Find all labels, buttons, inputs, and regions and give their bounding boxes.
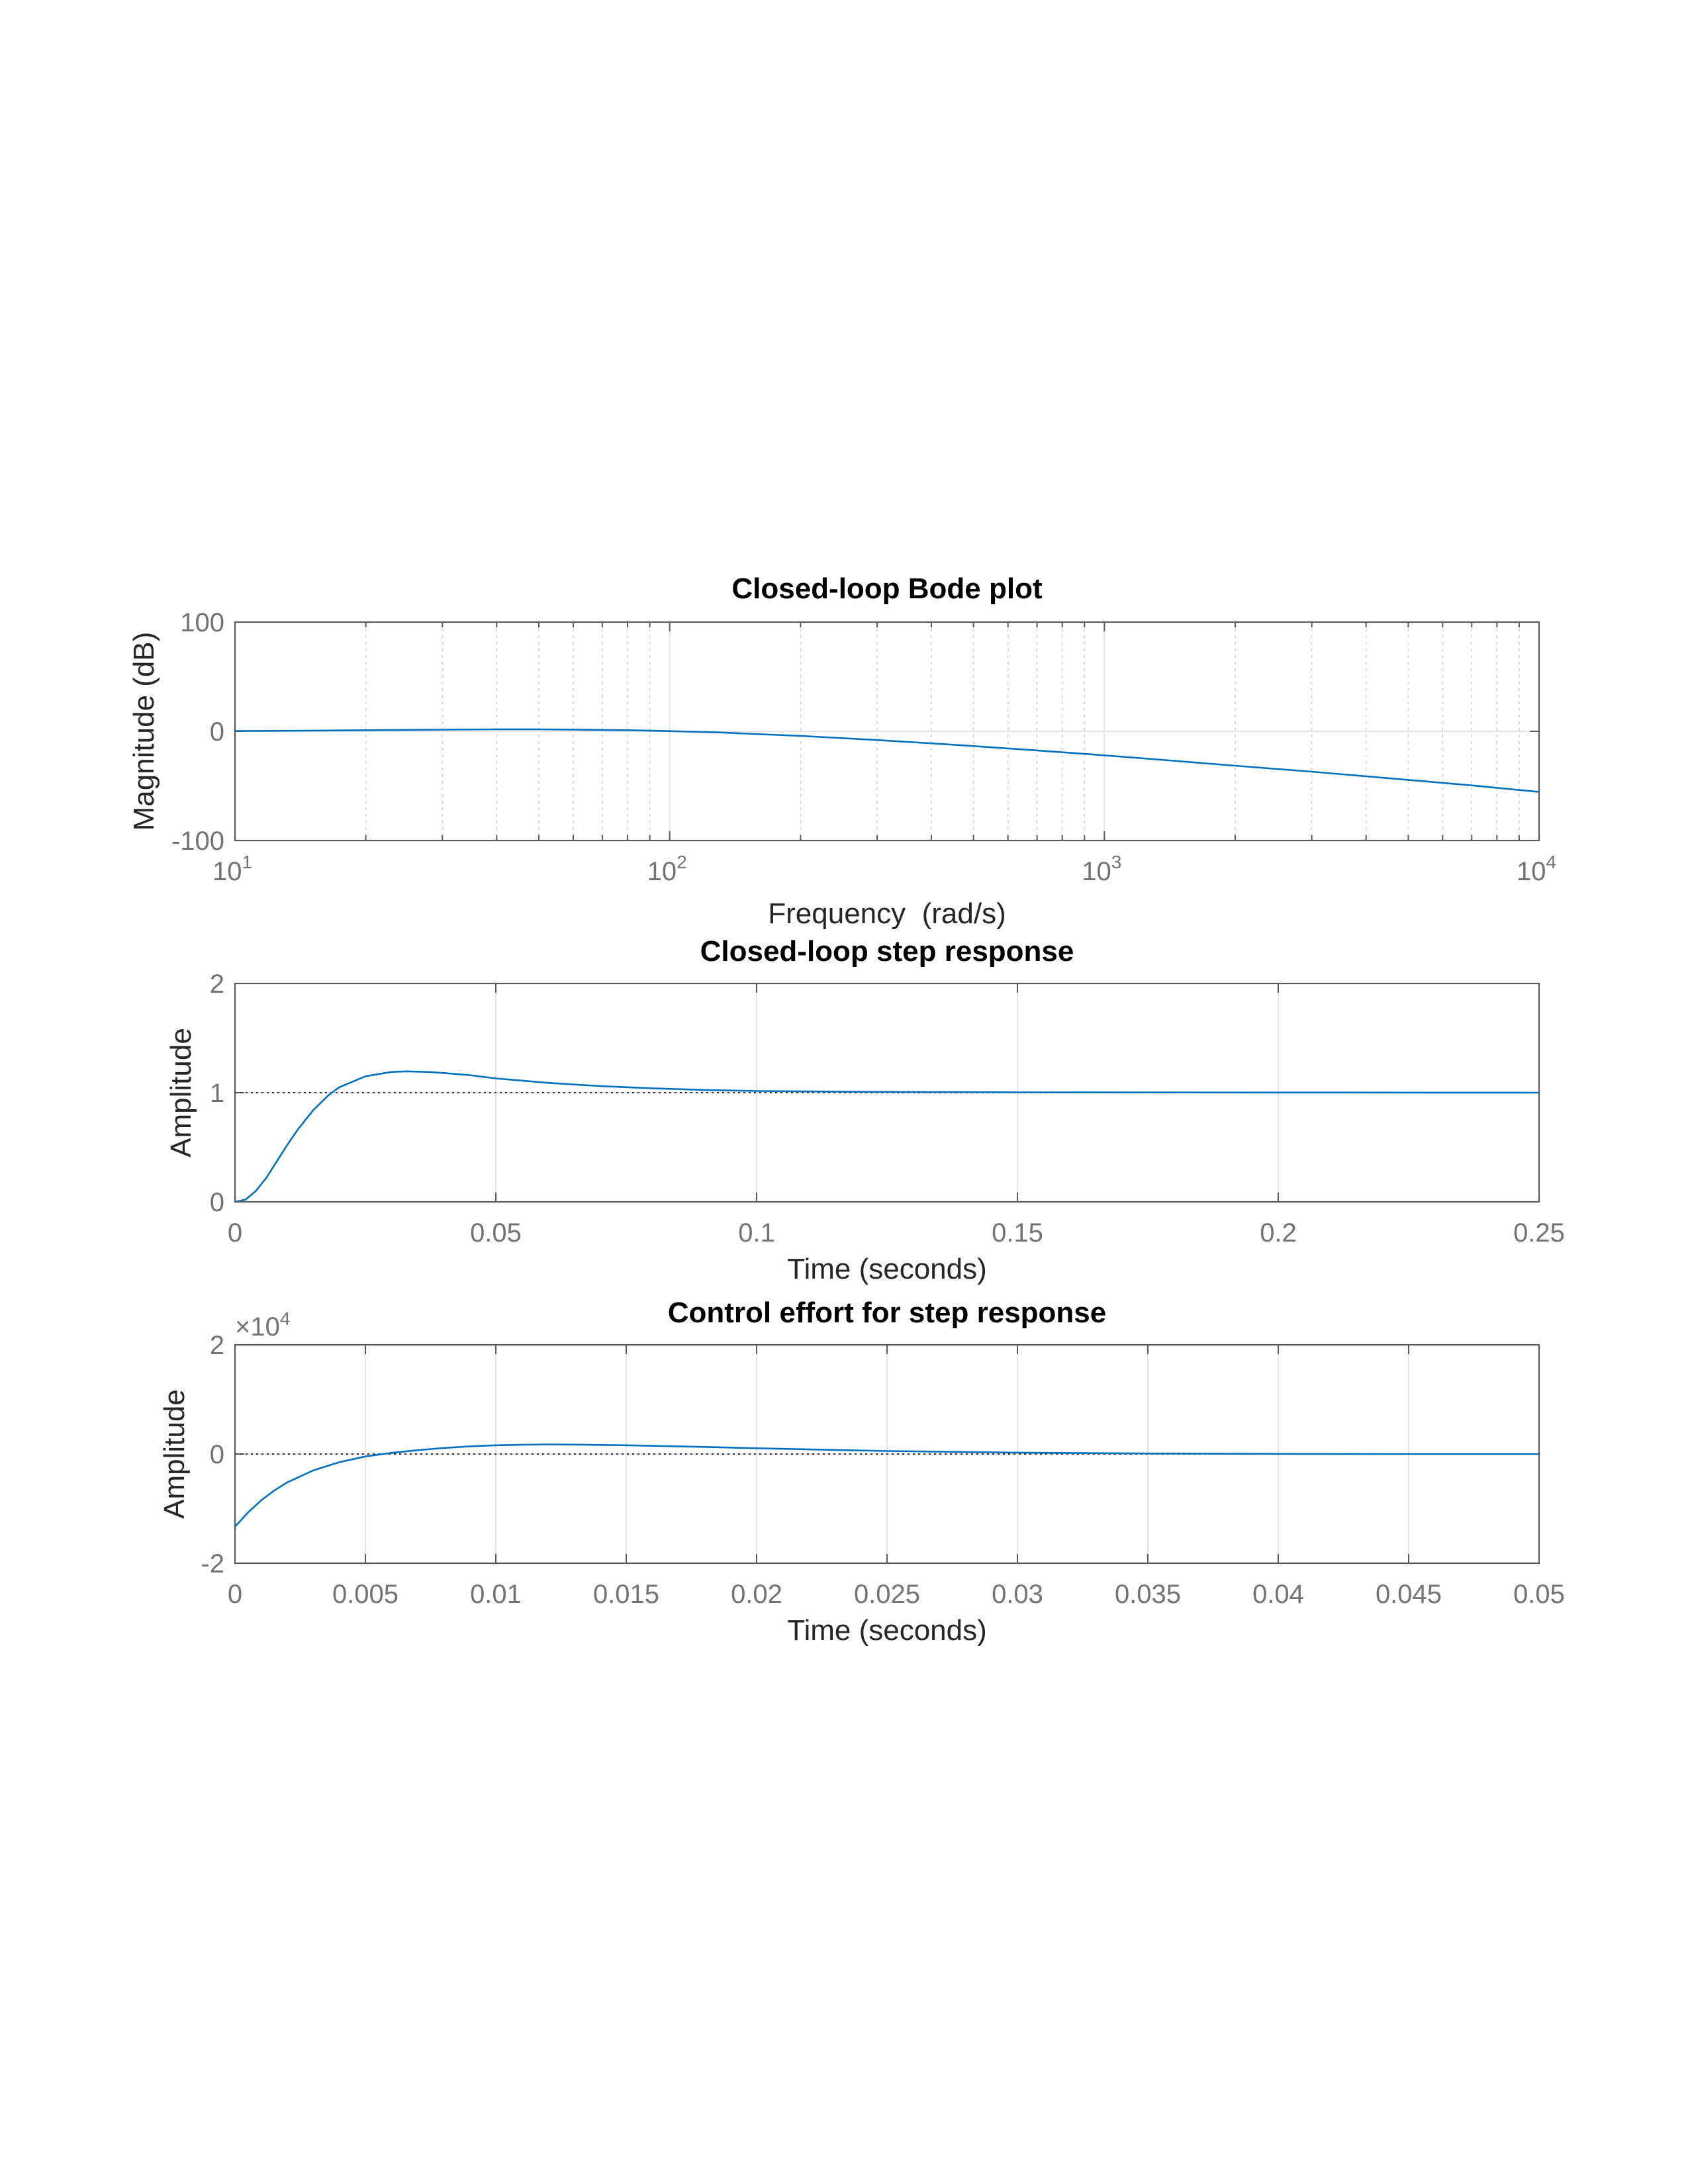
step-y-tick-label: 1 bbox=[210, 1079, 224, 1108]
effort-x-tick-label: 0 bbox=[228, 1580, 242, 1609]
bode-x-tick-label-base: 10 bbox=[1082, 857, 1111, 886]
bode-title: Closed-loop Bode plot bbox=[731, 572, 1043, 605]
effort-ylabel: Amplitude bbox=[158, 1389, 191, 1519]
step-series-line bbox=[234, 1070, 1540, 1203]
step-tick-labels: 0 0.05 0.1 0.15 0.2 0.25 0 1 2 bbox=[210, 970, 1565, 1248]
bode-x-tick-label-exp: 3 bbox=[1111, 852, 1122, 872]
effort-x-tick-label: 0.015 bbox=[593, 1580, 659, 1609]
bode-ylabel: Magnitude (dB) bbox=[128, 632, 160, 831]
step-x-tick-label: 0 bbox=[228, 1218, 242, 1248]
bode-y-tick-label: -100 bbox=[171, 827, 224, 856]
bode-x-tick-label-base: 10 bbox=[1517, 857, 1546, 886]
effort-x-tick-label: 0.025 bbox=[854, 1580, 920, 1609]
step-ylabel: Amplitude bbox=[165, 1028, 197, 1158]
step-y-tick-label: 0 bbox=[210, 1188, 224, 1217]
effort-panel: 0 0.005 0.01 0.015 0.02 0.025 0.03 0.035 0.04 0.0… bbox=[158, 1297, 1565, 1647]
step-x-tick-label: 0.05 bbox=[470, 1218, 522, 1248]
bode-x-tick-label: 104 bbox=[1517, 852, 1556, 886]
bode-x-tick-label: 102 bbox=[647, 852, 687, 886]
effort-y-tick-label: 0 bbox=[210, 1440, 224, 1469]
step-x-tick-label: 0.2 bbox=[1260, 1218, 1297, 1248]
effort-y-tick-label: 2 bbox=[210, 1331, 224, 1360]
effort-y-tick-label: -2 bbox=[201, 1549, 224, 1578]
step-panel: 0 0.05 0.1 0.15 0.2 0.25 0 1 2 Closed-loop step … bbox=[165, 935, 1565, 1285]
effort-x-tick-label: 0.05 bbox=[1513, 1580, 1565, 1609]
bode-curve-layer bbox=[234, 728, 1540, 793]
bode-x-tick-label-exp: 2 bbox=[677, 852, 687, 872]
step-xlabel: Time (seconds) bbox=[787, 1253, 987, 1285]
effort-xlabel: Time (seconds) bbox=[787, 1614, 987, 1647]
effort-x-tick-label: 0.035 bbox=[1115, 1580, 1181, 1609]
step-axes-box bbox=[234, 982, 1540, 1203]
bode-x-tick-label-exp: 1 bbox=[242, 852, 252, 872]
bode-x-tick-label-exp: 4 bbox=[1546, 852, 1556, 872]
effort-x-tick-label: 0.03 bbox=[992, 1580, 1043, 1609]
bode-x-tick-label-base: 10 bbox=[647, 857, 677, 886]
effort-x-tick-label: 0.005 bbox=[332, 1580, 399, 1609]
effort-x-tick-label: 0.045 bbox=[1376, 1580, 1442, 1609]
effort-tick-labels: 0 0.005 0.01 0.015 0.02 0.025 0.03 0.035 0.04 0.0… bbox=[201, 1331, 1565, 1609]
bode-series-line bbox=[234, 728, 1540, 793]
step-y-tick-label: 2 bbox=[210, 970, 224, 999]
effort-y-exponent: ×104 bbox=[235, 1308, 290, 1342]
bode-x-tick-label-base: 10 bbox=[212, 857, 242, 886]
step-x-tick-label: 0.1 bbox=[738, 1218, 775, 1248]
effort-series-line bbox=[234, 1443, 1540, 1527]
bode-x-tick-label: 103 bbox=[1082, 852, 1121, 886]
bode-y-tick-label: 0 bbox=[210, 717, 224, 747]
bode-axes-box bbox=[234, 621, 1540, 842]
effort-y-exponent-power: 4 bbox=[280, 1308, 291, 1329]
step-x-tick-label: 0.15 bbox=[992, 1218, 1043, 1248]
effort-x-tick-label: 0.01 bbox=[470, 1580, 522, 1609]
step-curve-layer bbox=[234, 1070, 1540, 1203]
bode-xlabel: Frequency (rad/s) bbox=[768, 897, 1006, 930]
effort-title: Control effort for step response bbox=[668, 1297, 1107, 1329]
step-title: Closed-loop step response bbox=[700, 935, 1074, 968]
effort-curve-layer bbox=[234, 1443, 1540, 1527]
bode-y-tick-label: 100 bbox=[180, 608, 224, 637]
effort-axes-box bbox=[234, 1343, 1540, 1565]
effort-y-exponent-prefix: ×10 bbox=[235, 1312, 280, 1342]
effort-x-tick-label: 0.02 bbox=[731, 1580, 782, 1609]
bode-x-tick-label: 101 bbox=[212, 852, 252, 886]
step-x-tick-label: 0.25 bbox=[1513, 1218, 1565, 1248]
effort-x-tick-label: 0.04 bbox=[1252, 1580, 1304, 1609]
